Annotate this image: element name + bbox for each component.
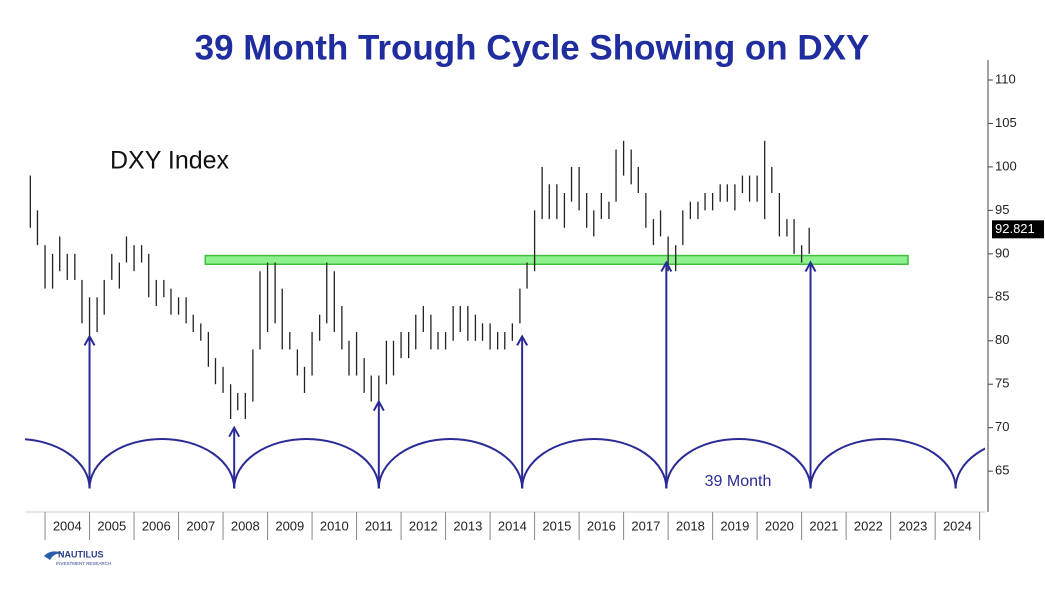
y-tick-label: 95 (995, 202, 1009, 217)
arrow-head (516, 334, 529, 346)
cycle-arcs (25, 438, 985, 489)
annotation: DXY Index (110, 147, 230, 175)
cycle-arc (88, 438, 236, 489)
arrow-head (228, 425, 241, 438)
x-tick-label: 2005 (97, 518, 126, 533)
x-tick-label: 2022 (854, 518, 883, 533)
x-tick-label: 2008 (231, 518, 260, 533)
logo-tagline: INVESTMENT RESEARCH (56, 561, 111, 566)
arrow-head (660, 260, 673, 273)
cycle-arc (233, 438, 380, 489)
x-tick-label: 2011 (365, 518, 393, 533)
cycle-label: 39 Month (705, 473, 772, 490)
cycle-arc (665, 438, 812, 489)
arrow-head (804, 260, 817, 273)
chart-title: 39 Month Trough Cycle Showing on DXY (195, 28, 870, 67)
last-value-box (992, 220, 1044, 239)
y-tick-label: 80 (995, 332, 1009, 347)
x-tick-label: 2014 (498, 518, 527, 533)
x-tick-label: 2023 (898, 518, 927, 533)
y-tick-label: 85 (995, 289, 1009, 304)
x-tick-label: 2018 (676, 518, 705, 533)
cycle-arc (954, 447, 985, 489)
support-band (204, 254, 909, 266)
cycle-arc (521, 438, 668, 489)
y-tick-label: 100 (995, 158, 1017, 173)
cycle-arc (377, 438, 524, 489)
y-tick-label: 90 (995, 245, 1009, 260)
cycle-arc (809, 438, 957, 489)
logo-mark (44, 551, 64, 560)
y-tick-label: 110 (995, 71, 1016, 86)
x-tick-label: 2006 (142, 518, 171, 533)
y-tick-label: 105 (995, 115, 1017, 130)
x-tick-label: 2009 (275, 518, 304, 533)
y-tick-label: 75 (995, 376, 1009, 391)
x-tick-label: 2017 (631, 518, 660, 533)
x-tick-label: 2016 (587, 518, 616, 533)
y-tick-label: 65 (995, 463, 1009, 478)
x-tick-label: 2021 (809, 518, 838, 533)
y-tick-label: 70 (995, 419, 1009, 434)
x-tick-label: 2019 (720, 518, 749, 533)
x-tick-label: 2020 (765, 518, 794, 533)
x-tick-label: 2015 (542, 518, 571, 533)
logo: NAUTILUS INVESTMENT RESEARCH (44, 549, 111, 566)
x-tick-label: 2012 (409, 518, 438, 533)
x-tick-label: 2010 (320, 518, 349, 533)
x-tick-label: 2013 (453, 518, 482, 533)
x-tick-label: 2007 (186, 518, 215, 533)
x-tick-label: 2024 (943, 518, 972, 533)
x-tick-label: 2004 (53, 518, 82, 533)
arrow-head (83, 334, 96, 346)
last-value-label: 92.821 (995, 221, 1035, 236)
arrow-head (372, 399, 385, 412)
cycle-arc (25, 438, 91, 489)
logo-name: NAUTILUS (58, 549, 104, 559)
